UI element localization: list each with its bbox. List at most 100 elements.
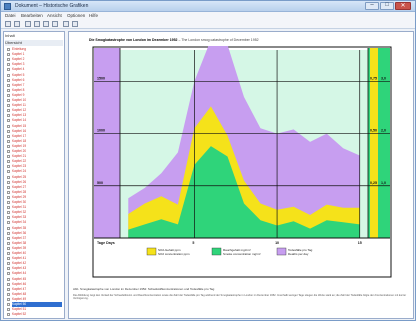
sidebar-item[interactable]: Kapitel 50 <box>7 302 62 307</box>
sidebar-item[interactable]: Kapitel 41 <box>7 256 62 261</box>
expand-icon[interactable] <box>7 287 10 291</box>
expand-icon[interactable] <box>7 206 10 210</box>
sidebar-item[interactable]: Kapitel 3 <box>7 62 62 67</box>
expand-icon[interactable] <box>7 246 10 250</box>
menu-view[interactable]: Ansicht <box>47 13 62 18</box>
expand-icon[interactable] <box>7 257 10 261</box>
expand-icon[interactable] <box>7 99 10 102</box>
expand-icon[interactable] <box>7 114 10 118</box>
sidebar-subheader[interactable]: Übersicht <box>5 40 63 46</box>
sidebar-item[interactable]: Kapitel 15 <box>7 124 62 129</box>
expand-icon[interactable] <box>7 221 10 225</box>
sidebar-item[interactable]: Kapitel 24 <box>7 169 62 174</box>
expand-icon[interactable] <box>7 277 10 281</box>
expand-icon[interactable] <box>7 53 10 57</box>
expand-icon[interactable] <box>7 155 10 159</box>
expand-icon[interactable] <box>7 170 10 174</box>
expand-icon[interactable] <box>7 231 10 235</box>
expand-icon[interactable] <box>7 58 10 62</box>
expand-icon[interactable] <box>7 236 10 240</box>
expand-icon[interactable] <box>7 88 10 92</box>
sidebar-item[interactable]: Kapitel 7 <box>7 83 62 88</box>
expand-icon[interactable] <box>7 150 10 153</box>
save-icon[interactable] <box>34 21 40 27</box>
maximize-button[interactable]: □ <box>380 2 394 10</box>
menu-help[interactable]: Hilfe <box>89 13 99 18</box>
expand-icon[interactable] <box>7 165 10 169</box>
sidebar-item[interactable]: Kapitel 17 <box>7 134 62 139</box>
expand-icon[interactable] <box>7 134 10 138</box>
expand-icon[interactable] <box>7 78 10 82</box>
sidebar-item[interactable]: Kapitel 46 <box>7 282 62 287</box>
expand-icon[interactable] <box>7 252 10 255</box>
close-button[interactable]: ✕ <box>395 2 411 10</box>
expand-icon[interactable] <box>7 303 10 306</box>
sidebar-item[interactable]: Kapitel 16 <box>7 129 62 134</box>
copy-icon[interactable] <box>43 21 49 27</box>
sidebar-item[interactable]: Kapitel 26 <box>7 180 62 185</box>
sidebar-item[interactable]: Kapitel 28 <box>7 190 62 195</box>
sidebar-item[interactable]: Kapitel 47 <box>7 287 62 292</box>
sidebar-item[interactable]: Kapitel 8 <box>7 88 62 93</box>
sidebar-item[interactable]: Kapitel 52 <box>7 312 62 317</box>
menu-options[interactable]: Optionen <box>67 13 86 18</box>
sidebar-item[interactable]: Kapitel 32 <box>7 210 62 215</box>
expand-icon[interactable] <box>7 313 10 317</box>
expand-icon[interactable] <box>7 93 10 97</box>
expand-icon[interactable] <box>7 104 10 108</box>
sidebar-item[interactable]: Kapitel 40 <box>7 251 62 256</box>
sidebar-item[interactable]: Kapitel 43 <box>7 266 62 271</box>
zoom-icon[interactable] <box>63 21 69 27</box>
back-icon[interactable] <box>5 21 11 27</box>
sidebar-item[interactable]: Kapitel 23 <box>7 164 62 169</box>
expand-icon[interactable] <box>7 216 10 220</box>
expand-icon[interactable] <box>7 139 10 143</box>
expand-icon[interactable] <box>7 83 10 87</box>
sidebar-item[interactable]: Kapitel 49 <box>7 297 62 302</box>
sidebar-item[interactable]: Kapitel 36 <box>7 231 62 236</box>
expand-icon[interactable] <box>7 272 10 276</box>
sidebar-item[interactable]: Einleitung <box>7 47 62 52</box>
sidebar-item[interactable]: Kapitel 12 <box>7 108 62 113</box>
expand-icon[interactable] <box>7 211 10 215</box>
expand-icon[interactable] <box>7 124 10 128</box>
expand-icon[interactable] <box>7 308 10 312</box>
expand-icon[interactable] <box>7 68 10 72</box>
sidebar-item[interactable]: Kapitel 11 <box>7 103 62 108</box>
expand-icon[interactable] <box>7 297 10 301</box>
expand-icon[interactable] <box>7 175 10 179</box>
menu-file[interactable]: Datei <box>5 13 16 18</box>
expand-icon[interactable] <box>7 292 10 296</box>
sidebar-item[interactable]: Kapitel 35 <box>7 226 62 231</box>
sidebar-item[interactable]: Kapitel 13 <box>7 113 62 118</box>
expand-icon[interactable] <box>7 201 10 204</box>
expand-icon[interactable] <box>7 185 10 189</box>
settings-icon[interactable] <box>72 21 78 27</box>
sidebar-item[interactable]: Kapitel 30 <box>7 200 62 205</box>
expand-icon[interactable] <box>7 190 10 194</box>
sidebar-item[interactable]: Kapitel 29 <box>7 195 62 200</box>
sidebar-item[interactable]: Kapitel 6 <box>7 78 62 83</box>
sidebar-item[interactable]: Kapitel 27 <box>7 185 62 190</box>
print-icon[interactable] <box>25 21 31 27</box>
sidebar-item[interactable]: Kapitel 25 <box>7 175 62 180</box>
sidebar-item[interactable]: Kapitel 21 <box>7 154 62 159</box>
expand-icon[interactable] <box>7 195 10 199</box>
expand-icon[interactable] <box>7 119 10 123</box>
menu-edit[interactable]: Bearbeiten <box>21 13 43 18</box>
expand-icon[interactable] <box>7 63 10 67</box>
forward-icon[interactable] <box>14 21 20 27</box>
expand-icon[interactable] <box>7 129 10 133</box>
sidebar-item[interactable]: Kapitel 1 <box>7 52 62 57</box>
sidebar-item[interactable]: Kapitel 22 <box>7 159 62 164</box>
expand-icon[interactable] <box>7 109 10 113</box>
sidebar-item[interactable]: Kapitel 42 <box>7 261 62 266</box>
sidebar-item[interactable]: Kapitel 34 <box>7 220 62 225</box>
sidebar-item[interactable]: Kapitel 20 <box>7 149 62 154</box>
expand-icon[interactable] <box>7 160 10 164</box>
expand-icon[interactable] <box>7 144 10 148</box>
expand-icon[interactable] <box>7 226 10 230</box>
sidebar-item[interactable]: Kapitel 38 <box>7 241 62 246</box>
expand-icon[interactable] <box>7 241 10 245</box>
expand-icon[interactable] <box>7 180 10 184</box>
